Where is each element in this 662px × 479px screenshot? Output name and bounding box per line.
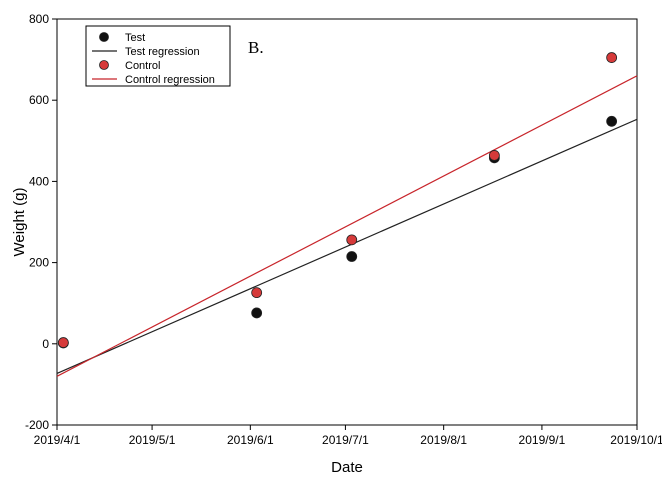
control-regression-line — [56, 75, 638, 377]
x-tick-label: 2019/9/1 — [519, 433, 566, 447]
y-axis-title: Weight (g) — [11, 188, 28, 257]
test-legend-marker — [99, 32, 109, 42]
control-point — [251, 287, 263, 299]
x-axis-title: Date — [331, 459, 363, 476]
control-regression-legend-label: Control regression — [125, 74, 215, 86]
x-tick-label: 2019/4/1 — [34, 433, 81, 447]
y-tick-label: 200 — [29, 256, 49, 270]
test-point — [606, 115, 618, 127]
test-point — [346, 251, 358, 262]
y-tick-label: 600 — [29, 93, 49, 107]
y-tick-label: 800 — [29, 12, 49, 26]
y-axis: -200 0 200 400 600 800 — [25, 12, 57, 432]
y-tick-label: 0 — [42, 337, 49, 351]
control-legend-marker — [99, 60, 109, 70]
control-point — [57, 337, 69, 348]
x-tick-label: 2019/7/1 — [322, 433, 369, 447]
test-point — [251, 307, 263, 319]
legend-box — [85, 25, 231, 87]
x-tick-label: 2019/10/1 — [610, 433, 662, 447]
x-axis: 2019/4/1 2019/5/1 2019/6/1 2019/7/1 2019/8/1… — [34, 425, 662, 447]
x-tick-label: 2019/5/1 — [129, 433, 176, 447]
control-legend-label: Control — [125, 60, 160, 72]
x-tick-label: 2019/8/1 — [420, 433, 467, 447]
test-legend-label: Test — [125, 32, 145, 44]
test-regression-legend-label: Test regression — [125, 46, 200, 58]
control-point — [606, 52, 618, 63]
plot-frame — [56, 18, 638, 426]
regression-lines — [56, 75, 638, 377]
data-points — [57, 52, 618, 349]
y-tick-label: -200 — [25, 418, 49, 432]
y-tick-label: 400 — [29, 174, 49, 188]
test-regression-line — [56, 118, 638, 374]
x-tick-label: 2019/6/1 — [227, 433, 274, 447]
control-point — [346, 234, 358, 246]
legend: Test Test regression Control Control regres… — [85, 25, 231, 87]
control-point — [488, 150, 500, 161]
panel-label: B. — [248, 38, 264, 57]
